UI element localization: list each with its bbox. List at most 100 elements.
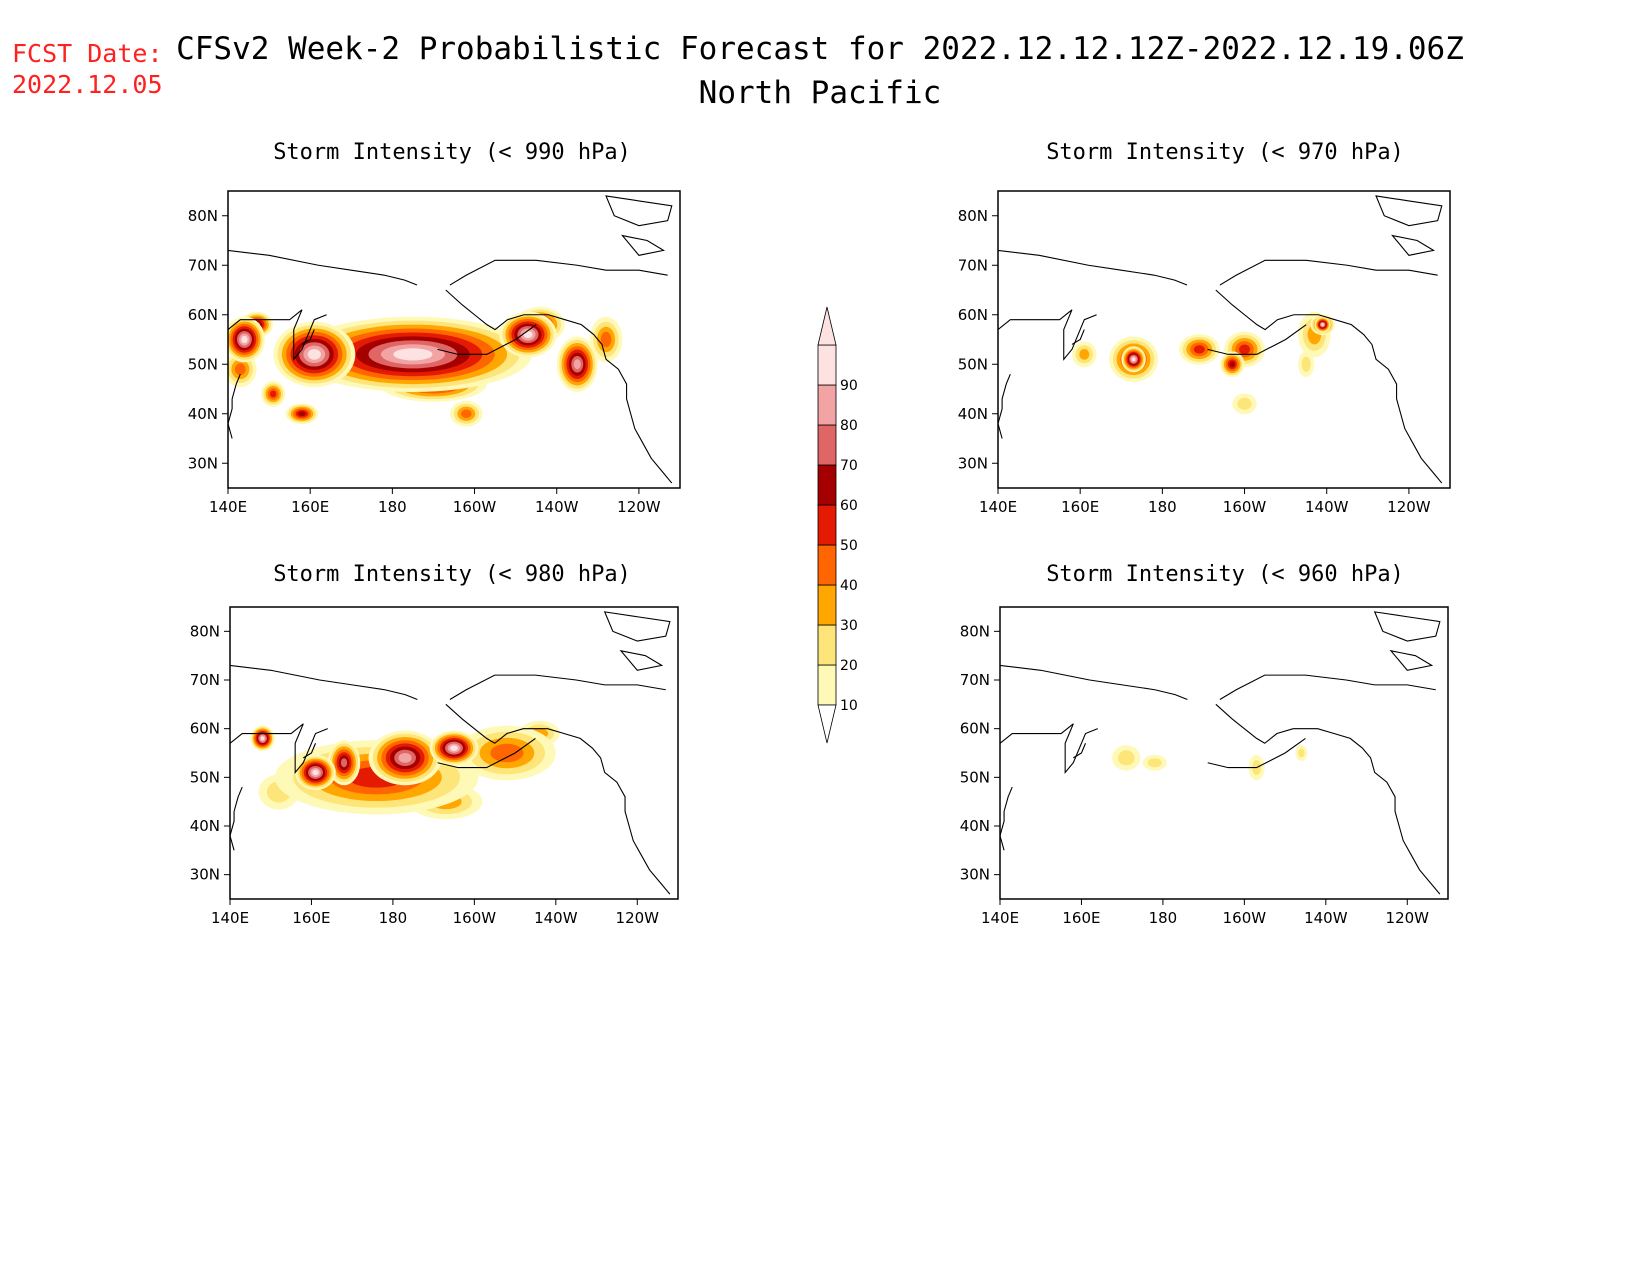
prob-contour [523,330,533,339]
fcst-date-label: FCST Date: [12,39,163,68]
coastline [1391,234,1436,256]
panel-title-980: Storm Intensity (< 980 hPa) [273,562,631,587]
coastline [230,664,418,700]
prob-contour [398,752,412,763]
region-subtitle: North Pacific [698,75,942,111]
lat-tick-label: 50N [190,768,220,786]
coastline [1219,259,1438,286]
colorbar-swatch [817,344,837,386]
lat-tick-label: 70N [188,256,218,274]
colorbar-label: 30 [840,618,858,634]
lat-tick-label: 50N [188,355,218,373]
coastlines [228,195,673,484]
lat-tick-label: 60N [958,306,988,324]
lon-tick-label: 140E [979,498,1017,516]
lon-tick-label: 140W [1304,909,1348,927]
lon-tick-label: 140W [1305,498,1349,516]
coastline [445,703,671,895]
coastline [437,737,536,769]
lat-tick-label: 80N [958,207,988,225]
map-panel-970: 140E 160E 180 160W 140W 120W 30N 40N 50N 60N 70N 80… [958,190,1451,516]
coastline [228,309,327,361]
coastline [605,195,673,227]
coastlines [230,611,671,895]
prob-contour [235,363,246,376]
lon-tick-label: 120W [1386,909,1430,927]
coastline [1000,786,1013,851]
lon-tick-label: 140E [209,498,247,516]
prob-contour [340,758,348,768]
lon-tick-label: 160W [1223,498,1267,516]
colorbar-label: 10 [840,698,858,714]
lat-tick-label: 30N [960,866,990,884]
coastline [1215,289,1443,484]
prob-contour [1298,748,1305,758]
page-title: CFSv2 Week-2 Probabilistic Forecast for … [176,31,1464,67]
coastline [445,289,673,484]
lat-tick-label: 50N [960,768,990,786]
lat-tick-label: 70N [960,671,990,689]
panel-title-970: Storm Intensity (< 970 hPa) [1046,140,1404,165]
lon-tick-label: 120W [617,498,661,516]
colorbar-label: 80 [840,418,858,434]
prob-contour [490,743,524,763]
colorbar-high-arrow [817,306,837,346]
coastline [1375,195,1443,227]
colorbar-label: 20 [840,658,858,674]
coastline [1207,324,1307,355]
prob-contour [450,745,458,751]
coastline [437,324,537,355]
coastline [228,249,418,286]
map-frame [997,190,1451,489]
lon-tick-label: 120W [616,909,660,927]
coastline [301,329,315,345]
colorbar-label: 40 [840,578,858,594]
coastline [621,234,666,256]
lon-tick-label: 180 [378,498,407,516]
prob-contour [298,411,306,417]
coastline [449,674,666,700]
colorbar-label: 70 [840,458,858,474]
fcst-date: FCST Date: 2022.12.05 [12,38,163,100]
lat-tick-label: 40N [188,405,218,423]
lat-tick-label: 40N [190,817,220,835]
colorbar-swatch [817,424,837,466]
coastline [998,373,1011,439]
prob-contour [461,409,472,418]
lon-tick-label: 160W [1223,909,1267,927]
fcst-date-value: 2022.12.05 [12,70,163,99]
coastline [1219,674,1436,700]
coastline [619,649,664,671]
coastline [998,309,1097,361]
coastline [998,249,1188,286]
prob-contour [241,335,248,344]
lat-tick-label: 80N [188,207,218,225]
map-panel-960: 140E 160E 180 160W 140W 120W 30N 40N 50N 60N 70N 80… [960,606,1449,927]
lon-tick-label: 160W [453,498,497,516]
prob-contour [270,390,277,398]
coastline [230,723,328,774]
lon-tick-label: 140E [211,909,249,927]
colorbar-swatch [817,504,837,546]
lon-tick-label: 140W [534,909,578,927]
coastline [1207,737,1306,769]
prob-contour [1321,323,1324,326]
prob-contour [393,348,433,361]
lon-tick-label: 160E [1062,909,1100,927]
lat-tick-label: 50N [958,355,988,373]
coastline [449,259,668,286]
lon-tick-label: 140E [981,909,1019,927]
colorbar: 10 20 30 40 50 60 70 80 90 [817,306,858,744]
panel-title-990: Storm Intensity (< 990 hPa) [273,140,631,165]
map-panel-990: 140E 160E 180 160W 140W 120W 30N 40N 50N 60N 70N 80… [188,190,681,516]
lon-tick-label: 140W [535,498,579,516]
prob-contour [312,769,319,776]
lat-tick-label: 70N [190,671,220,689]
colorbar-swatch [817,624,837,666]
map-panel-980: 140E 160E 180 160W 140W 120W 30N 40N 50N 60N 70N 80… [190,606,679,927]
map-frame [999,606,1449,900]
coastline [1000,723,1098,774]
lon-tick-label: 160E [292,909,330,927]
coastline [1073,743,1087,759]
prob-contour [1193,345,1205,354]
